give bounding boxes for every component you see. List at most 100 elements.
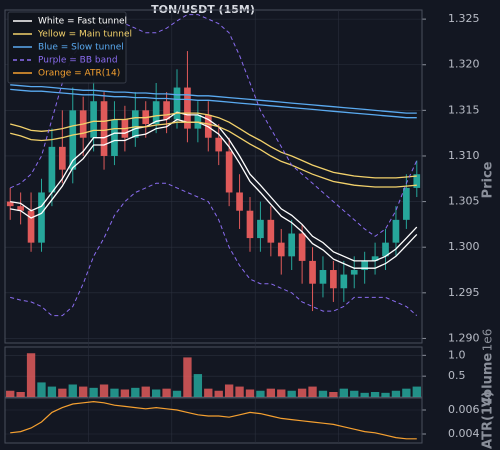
volume-bar bbox=[47, 386, 57, 397]
candle-body bbox=[392, 219, 400, 243]
atr-line bbox=[10, 400, 417, 440]
volume-bar bbox=[131, 387, 140, 397]
overlay-line bbox=[9, 14, 418, 237]
y-tick-label: 1.315 bbox=[448, 103, 480, 116]
y-axis-label: ATR(14) bbox=[481, 391, 496, 449]
candle-body bbox=[163, 101, 170, 120]
y-tick-label: 1.290 bbox=[448, 331, 480, 344]
volume-bar bbox=[360, 392, 369, 397]
overlay-line bbox=[10, 111, 418, 262]
volume-bar bbox=[391, 390, 401, 397]
candle-body bbox=[236, 192, 243, 211]
volume-bar bbox=[245, 389, 255, 397]
candle-body bbox=[382, 242, 389, 257]
candle-body bbox=[309, 260, 316, 284]
overlay-line bbox=[10, 84, 417, 114]
candle-body bbox=[371, 256, 379, 261]
candle-body bbox=[38, 192, 45, 243]
volume-bar bbox=[350, 390, 359, 397]
candle-body bbox=[215, 137, 223, 152]
y-tick-label: 1.320 bbox=[448, 58, 480, 71]
y-tick-label: 0.006 bbox=[448, 403, 480, 416]
volume-bar bbox=[6, 390, 15, 397]
y-tick-label: 1.325 bbox=[448, 12, 480, 25]
overlay-line bbox=[10, 182, 418, 317]
candle-body bbox=[246, 210, 254, 239]
y-tick-label: 1.310 bbox=[448, 149, 480, 162]
volume-bar bbox=[256, 390, 265, 397]
volume-bar bbox=[110, 388, 119, 397]
candle-body bbox=[69, 110, 77, 170]
volume-bar bbox=[308, 386, 317, 397]
volume-bar bbox=[99, 384, 109, 397]
legend-label: White = Fast tunnel bbox=[38, 17, 127, 27]
candle-body bbox=[277, 242, 285, 257]
candle-body bbox=[184, 87, 191, 129]
candle-body bbox=[27, 210, 35, 243]
panel-frame bbox=[4, 397, 423, 444]
volume-bar bbox=[26, 353, 36, 397]
volume-bar bbox=[277, 389, 286, 397]
volume-bar bbox=[37, 382, 46, 397]
volume-bar bbox=[214, 390, 223, 397]
candle-body bbox=[361, 260, 368, 271]
volume-bar bbox=[120, 389, 130, 397]
candle-body bbox=[59, 146, 66, 170]
y-tick-label: 1.295 bbox=[448, 286, 480, 299]
candle-body bbox=[330, 270, 337, 289]
volume-bar bbox=[162, 388, 171, 397]
volume-bar bbox=[141, 386, 150, 397]
candle-body bbox=[403, 187, 410, 220]
y-tick-label: 1.305 bbox=[448, 195, 480, 208]
overlay-line bbox=[10, 118, 418, 269]
candle-body bbox=[90, 101, 97, 138]
volume-bar bbox=[151, 389, 161, 397]
volume-bar bbox=[402, 388, 411, 397]
volume-bar bbox=[193, 374, 203, 397]
volume-bar bbox=[266, 388, 276, 397]
volume-bar bbox=[68, 384, 77, 397]
y-tick-label: 1.0 bbox=[448, 348, 466, 361]
volume-bar bbox=[16, 392, 25, 397]
legend-label: Blue = Slow tunnel bbox=[38, 43, 124, 53]
volume-bar bbox=[329, 392, 338, 397]
y-tick-label: 0.004 bbox=[448, 427, 480, 440]
candle-body bbox=[267, 219, 275, 243]
candle-body bbox=[340, 274, 348, 289]
candle-body bbox=[152, 101, 160, 125]
volume-bar bbox=[235, 386, 244, 397]
volume-bar bbox=[204, 388, 213, 397]
candle-body bbox=[257, 219, 264, 239]
volume-bar bbox=[297, 388, 307, 397]
legend-label: Orange = ATR(14) bbox=[38, 69, 120, 79]
candle-body bbox=[131, 110, 139, 138]
y-axis-label: Price bbox=[481, 161, 496, 198]
overlay-line bbox=[10, 88, 417, 119]
overlay-line bbox=[10, 121, 417, 188]
overlay-line bbox=[10, 112, 417, 179]
panel-frame bbox=[4, 346, 423, 398]
candle-body bbox=[319, 270, 327, 284]
candle-body bbox=[413, 174, 421, 188]
volume-bar bbox=[224, 384, 234, 397]
volume-bar bbox=[58, 388, 67, 397]
candle-body bbox=[48, 146, 56, 193]
candle-body bbox=[111, 119, 118, 156]
candle-body bbox=[350, 270, 358, 275]
candle-body bbox=[6, 201, 14, 207]
candle-body bbox=[17, 206, 24, 211]
volume-bar bbox=[339, 388, 348, 397]
volume-bar bbox=[172, 390, 182, 397]
legend-label: Purple = BB band bbox=[38, 56, 118, 66]
y-tick-label: 0.5 bbox=[448, 369, 466, 382]
scale-label: 1e6 bbox=[481, 329, 495, 352]
volume-bar bbox=[287, 390, 296, 397]
candle-body bbox=[100, 101, 108, 156]
legend-box bbox=[7, 11, 127, 84]
volume-bar bbox=[183, 357, 192, 397]
volume-bar bbox=[412, 386, 421, 397]
candle-body bbox=[288, 233, 296, 257]
candle-body bbox=[173, 87, 181, 120]
candle-body bbox=[298, 233, 306, 261]
